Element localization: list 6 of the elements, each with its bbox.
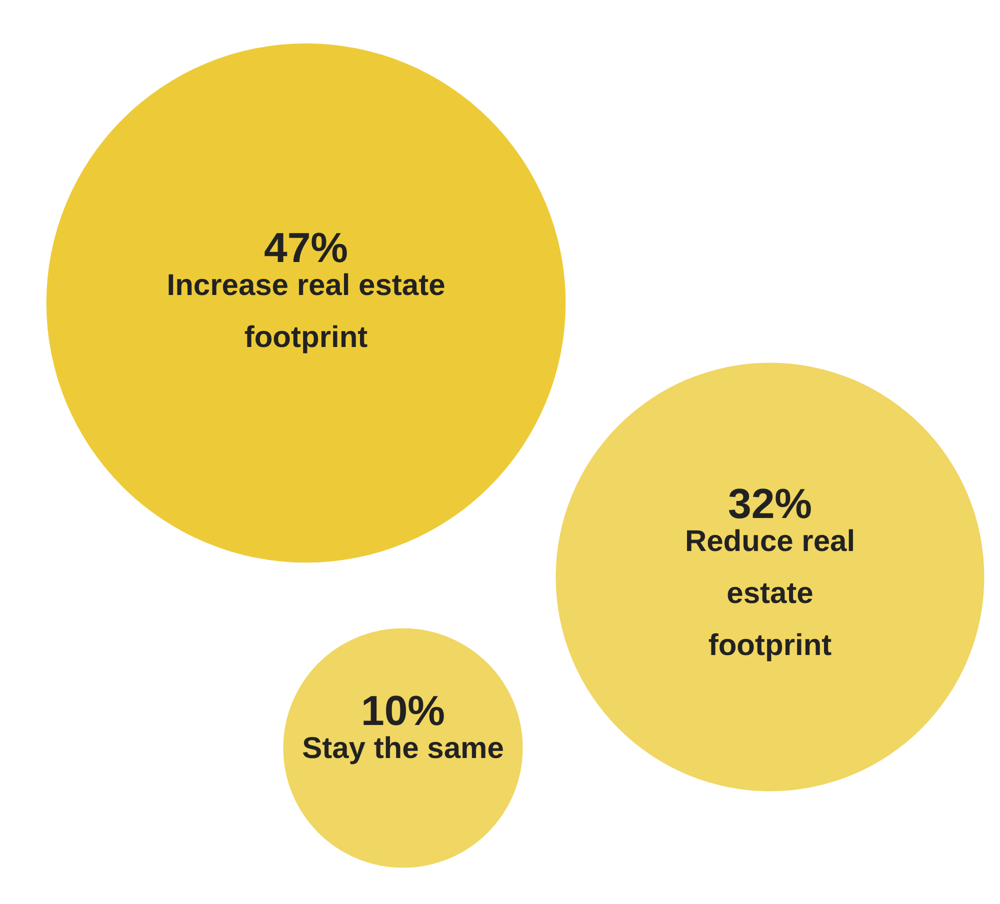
category-label: Increase real estate footprint [166,269,446,354]
category-label: Reduce real estate footprint [684,525,856,662]
data-label: 32% [728,480,812,527]
category-label: Stay the same [302,732,504,765]
data-label: 10% [360,687,446,734]
data-label: 47% [264,224,348,271]
